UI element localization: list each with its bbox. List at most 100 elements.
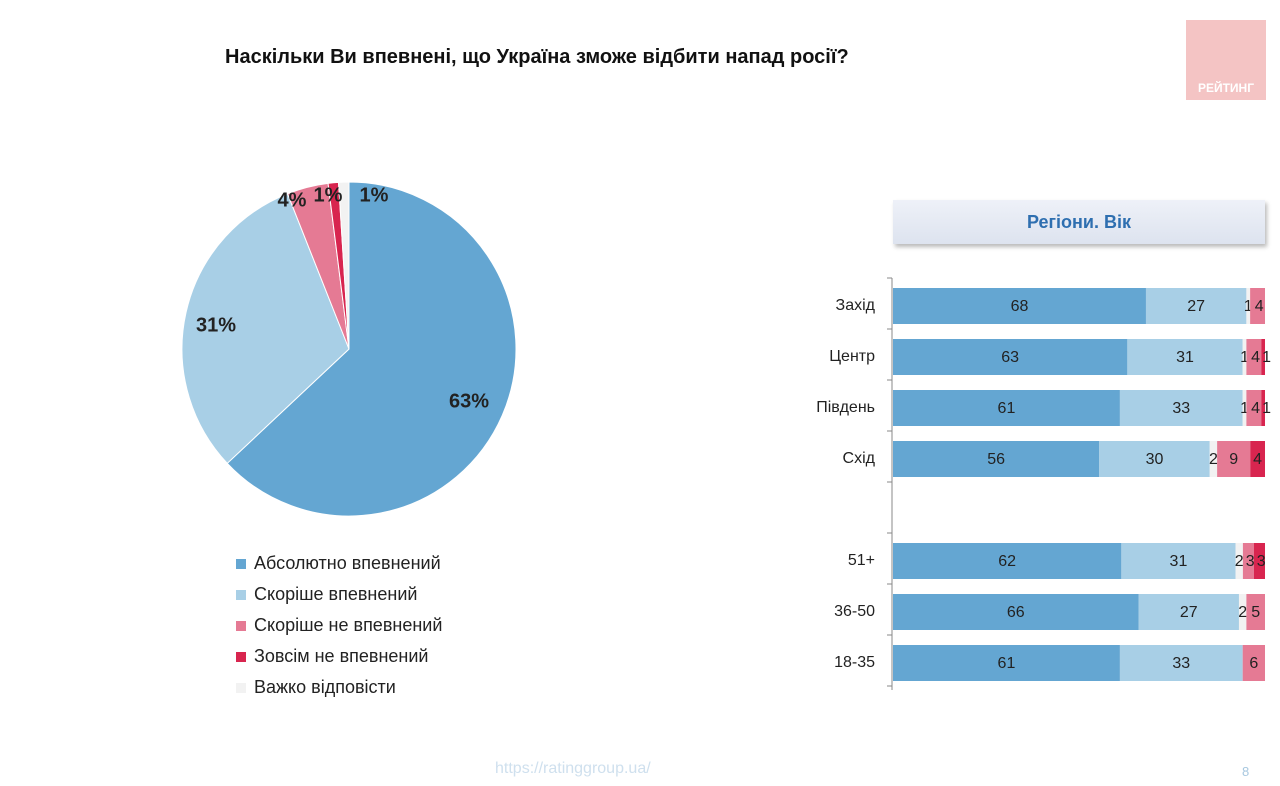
bar-data-label: 33 <box>1172 655 1190 672</box>
bar-segment <box>1253 543 1265 579</box>
bar-segment <box>1119 390 1243 426</box>
bar-data-label: 27 <box>1187 298 1205 315</box>
category-label: 18-35 <box>834 654 875 671</box>
bar-segment <box>1145 288 1247 324</box>
bar-segment <box>1246 288 1251 324</box>
page-number: 8 <box>1242 764 1250 779</box>
bar-data-label: 1 <box>1240 349 1249 366</box>
category-label: Захід <box>836 297 876 314</box>
bar-segment <box>1250 441 1265 477</box>
legend-swatch <box>236 682 246 693</box>
bar-segment <box>1242 390 1247 426</box>
bar-data-label: 1 <box>1244 298 1253 315</box>
pie-slice <box>337 181 350 350</box>
bar-data-label: 62 <box>998 553 1016 570</box>
bar-segment <box>1138 594 1239 630</box>
legend-swatch <box>236 558 246 569</box>
bar-segment <box>893 645 1120 681</box>
bar-segment <box>1119 645 1243 681</box>
legend-item: Зовсім не впевнений <box>236 641 442 672</box>
bar-data-label: 9 <box>1229 451 1238 468</box>
legend-label: Абсолютно впевнений <box>254 553 441 573</box>
bar-data-label: 3 <box>1257 553 1266 570</box>
bar-data-label: 66 <box>1007 604 1025 621</box>
bar-segment <box>1246 339 1262 375</box>
pie-data-label: 31% <box>196 314 236 336</box>
bar-data-label: 4 <box>1251 349 1260 366</box>
bar-segment <box>1127 339 1243 375</box>
bar-data-label: 27 <box>1180 604 1198 621</box>
legend-label: Скоріше не впевнений <box>254 615 443 635</box>
bar-data-label: 63 <box>1001 349 1019 366</box>
bar-data-label: 5 <box>1251 604 1260 621</box>
bar-segment <box>1209 441 1218 477</box>
pie-data-label: 63% <box>449 390 489 412</box>
legend-item: Абсолютно впевнений <box>236 548 442 579</box>
pie-legend: Абсолютно впевнений Скоріше впевнений Скор… <box>236 548 442 703</box>
bar-data-label: 33 <box>1172 400 1190 417</box>
bar-data-label: 2 <box>1235 553 1244 570</box>
pie-data-label: 1% <box>314 184 343 206</box>
legend-label: Скоріше впевнений <box>254 584 418 604</box>
bar-segment <box>1217 441 1251 477</box>
bar-data-label: 1 <box>1262 400 1271 417</box>
category-label: Схід <box>843 450 876 467</box>
legend-item: Скоріше впевнений <box>236 579 442 610</box>
category-label: Південь <box>816 399 875 416</box>
bar-segment <box>893 594 1139 630</box>
chart-title: Наскільки Ви впевнені, що Україна зможе … <box>225 46 849 68</box>
bar-data-label: 31 <box>1170 553 1188 570</box>
bar-segment <box>1238 594 1247 630</box>
bar-data-label: 61 <box>998 655 1016 672</box>
bar-segment <box>893 441 1100 477</box>
bar-data-label: 4 <box>1251 400 1260 417</box>
bar-segment <box>893 339 1128 375</box>
footer-link[interactable]: https://ratinggroup.ua/ <box>495 760 651 777</box>
pie-data-label: 4% <box>278 189 307 211</box>
bar-data-label: 2 <box>1209 451 1218 468</box>
bar-data-label: 1 <box>1240 400 1249 417</box>
bar-data-label: 56 <box>987 451 1005 468</box>
bar-segment <box>1261 339 1265 375</box>
bar-data-label: 4 <box>1253 451 1262 468</box>
legend-label: Важко відповісти <box>254 677 396 697</box>
bar-segment <box>1261 390 1265 426</box>
bar-segment <box>893 288 1146 324</box>
bar-segment <box>1250 288 1265 324</box>
legend-swatch <box>236 620 246 631</box>
logo-text: РЕЙТИНГ <box>1197 81 1255 95</box>
bar-data-label: 31 <box>1176 349 1194 366</box>
bar-segment <box>1242 645 1265 681</box>
legend-item: Важко відповісти <box>236 672 442 703</box>
bar-segment <box>893 543 1122 579</box>
legend-swatch <box>236 589 246 600</box>
bar-segment <box>1242 339 1247 375</box>
category-label: Центр <box>829 348 875 365</box>
bar-segment <box>1235 543 1243 579</box>
category-label: 36-50 <box>834 603 875 620</box>
bar-data-label: 6 <box>1249 655 1258 672</box>
bar-data-label: 61 <box>998 400 1016 417</box>
legend-swatch <box>236 651 246 662</box>
bar-chart-title: Регіони. Вік <box>893 200 1265 244</box>
pie-data-label: 1% <box>360 184 389 206</box>
bar-data-label: 2 <box>1238 604 1247 621</box>
bar-segment <box>1246 594 1265 630</box>
bar-data-label: 30 <box>1146 451 1164 468</box>
legend-label: Зовсім не впевнений <box>254 646 429 666</box>
bar-segment <box>1099 441 1210 477</box>
bar-data-label: 4 <box>1255 298 1264 315</box>
bar-data-label: 3 <box>1246 553 1255 570</box>
bar-data-label: 1 <box>1262 349 1271 366</box>
rating-logo: РЕЙТИНГ <box>1186 20 1266 100</box>
bar-segment <box>1246 390 1262 426</box>
pie-slice <box>181 193 350 465</box>
bar-segment <box>1121 543 1236 579</box>
bar-segment <box>1242 543 1254 579</box>
legend-item: Скоріше не впевнений <box>236 610 442 641</box>
bar-segment <box>893 390 1120 426</box>
pie-slice <box>226 181 517 517</box>
bar-data-label: 68 <box>1011 298 1029 315</box>
